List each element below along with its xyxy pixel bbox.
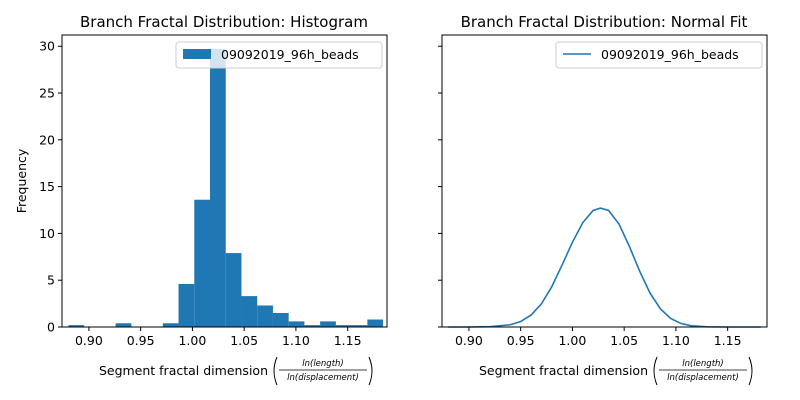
normal-fit-x-axis-label-numerator: ln(length) [682, 359, 723, 369]
histogram-bar [320, 321, 336, 327]
histogram-y-tick-label: 0 [47, 320, 55, 335]
normal-fit-x-axis-label-text: Segment fractal dimension [479, 363, 648, 378]
histogram-y-tick-label: 5 [47, 273, 55, 288]
histogram-legend-label: 09092019_96h_beads [221, 47, 359, 62]
histogram-y-axis-label: Frequency [14, 148, 29, 213]
normal-fit-x-ticks: 0.90 0.95 1.00 1.05 1.10 1.15 [455, 327, 742, 348]
histogram-x-axis-label-denominator: ln(displacement) [287, 373, 359, 383]
histogram-x-tick-label: 1.15 [334, 333, 362, 348]
normal-fit-x-tick-label: 0.95 [507, 333, 535, 348]
histogram-y-tick-label: 20 [39, 132, 55, 147]
histogram-bar [68, 325, 85, 327]
normal-fit-title: Branch Fractal Distribution: Normal Fit [461, 13, 748, 31]
normal-fit-axes-frame [441, 34, 768, 328]
histogram-x-axis-label: Segment fractal dimension ln(length) ln(… [99, 356, 373, 386]
normal-fit-x-axis-label-close-paren [748, 356, 753, 386]
histogram-bar [257, 305, 273, 327]
normal-fit-x-tick-label: 1.10 [662, 333, 690, 348]
histogram-x-axis-label-close-paren [368, 356, 373, 386]
histogram-x-tick-label: 0.95 [127, 333, 155, 348]
normal-fit-curve [448, 207, 761, 328]
histogram-bar [288, 321, 305, 327]
histogram-bar [115, 323, 132, 327]
histogram-legend-swatch [183, 49, 211, 59]
histogram-bar [335, 325, 352, 327]
histogram-bar [272, 312, 289, 327]
histogram-x-tick-label: 1.00 [178, 333, 206, 348]
histogram-panel: Branch Fractal Distribution: Histogram 0… [14, 13, 388, 386]
histogram-bars [68, 49, 384, 328]
normal-fit-x-tick-label: 1.05 [610, 333, 638, 348]
histogram-x-tick-label: 0.90 [75, 333, 103, 348]
normal-fit-legend-box [555, 41, 763, 69]
normal-fit-y-ticks [438, 45, 442, 328]
histogram-bar [367, 319, 384, 327]
histogram-x-tick-label: 1.10 [282, 333, 310, 348]
histogram-y-ticks: 0 5 10 15 20 25 30 [39, 39, 62, 335]
histogram-bar [241, 296, 258, 327]
normal-fit-x-axis-label-denominator: ln(displacement) [667, 373, 739, 383]
histogram-x-ticks: 0.90 0.95 1.00 1.05 1.10 1.15 [75, 327, 362, 348]
histogram-axes-frame [61, 34, 388, 328]
normal-fit-x-axis-label-open-paren [653, 356, 658, 386]
histogram-x-axis-label-text: Segment fractal dimension [99, 363, 268, 378]
histogram-title: Branch Fractal Distribution: Histogram [80, 13, 368, 31]
histogram-legend-box [175, 41, 383, 69]
histogram-x-axis-label-open-paren [273, 356, 278, 386]
histogram-x-axis-label-numerator: ln(length) [302, 359, 343, 369]
histogram-y-tick-label: 10 [39, 226, 55, 241]
normal-fit-x-tick-label: 1.15 [714, 333, 742, 348]
histogram-y-tick-label: 30 [39, 39, 55, 54]
histogram-bar [351, 325, 368, 327]
histogram-bar [225, 253, 242, 327]
histogram-bar [304, 325, 321, 327]
histogram-bar [162, 323, 179, 327]
normal-fit-x-tick-label: 0.90 [455, 333, 483, 348]
normal-fit-legend: 09092019_96h_beads [555, 41, 763, 69]
normal-fit-x-tick-label: 1.00 [558, 333, 586, 348]
histogram-x-tick-label: 1.05 [230, 333, 258, 348]
histogram-bar [194, 199, 211, 327]
histogram-y-tick-label: 25 [39, 86, 55, 101]
histogram-bar [210, 49, 226, 328]
normal-fit-panel: Branch Fractal Distribution: Normal Fit … [438, 13, 768, 386]
normal-fit-legend-label: 09092019_96h_beads [601, 47, 739, 62]
normal-fit-x-axis-label: Segment fractal dimension ln(length) ln(… [479, 356, 753, 386]
histogram-bar [178, 283, 195, 327]
histogram-legend: 09092019_96h_beads [175, 41, 383, 69]
histogram-y-tick-label: 15 [39, 179, 55, 194]
